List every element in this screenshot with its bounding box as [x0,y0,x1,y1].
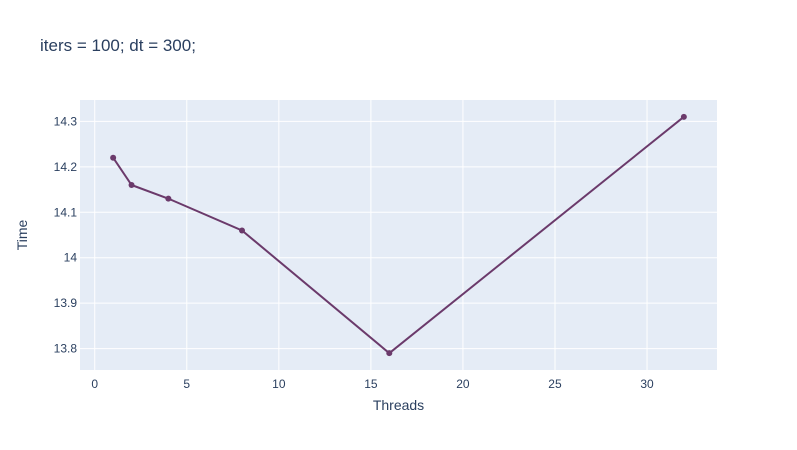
data-point [128,182,135,188]
x-tick-label: 10 [272,377,286,391]
x-tick-label: 5 [183,377,190,391]
x-gridlines [94,100,648,370]
y-tick-label: 14.2 [54,160,78,174]
chart-title: iters = 100; dt = 300; [40,36,196,55]
y-tick-label: 14.3 [54,114,78,128]
data-point [110,154,117,161]
x-tick-label: 20 [456,377,470,391]
data-point [680,113,687,120]
x-tick-label: 25 [548,377,562,391]
y-tick-labels: 13.8 13.9 14 14.1 14.2 14.3 [54,114,78,355]
x-tick-label: 0 [91,377,98,391]
y-tick-label: 13.9 [54,296,78,310]
y-gridlines [80,120,717,350]
data-point [386,350,393,357]
y-tick-label: 14 [64,251,78,265]
y-axis-title: Time [14,219,30,250]
plot-area [80,100,717,370]
series-group [110,113,687,357]
y-tick-label: 14.1 [54,205,78,219]
data-point [239,227,246,234]
data-point [165,195,172,202]
x-tick-label: 30 [640,377,654,391]
x-tick-label: 15 [364,377,378,391]
y-tick-label: 13.8 [54,342,78,356]
series-line [112,116,685,355]
x-tick-labels: 0 5 10 15 20 25 30 [91,377,654,391]
x-axis-title: Threads [373,397,424,413]
